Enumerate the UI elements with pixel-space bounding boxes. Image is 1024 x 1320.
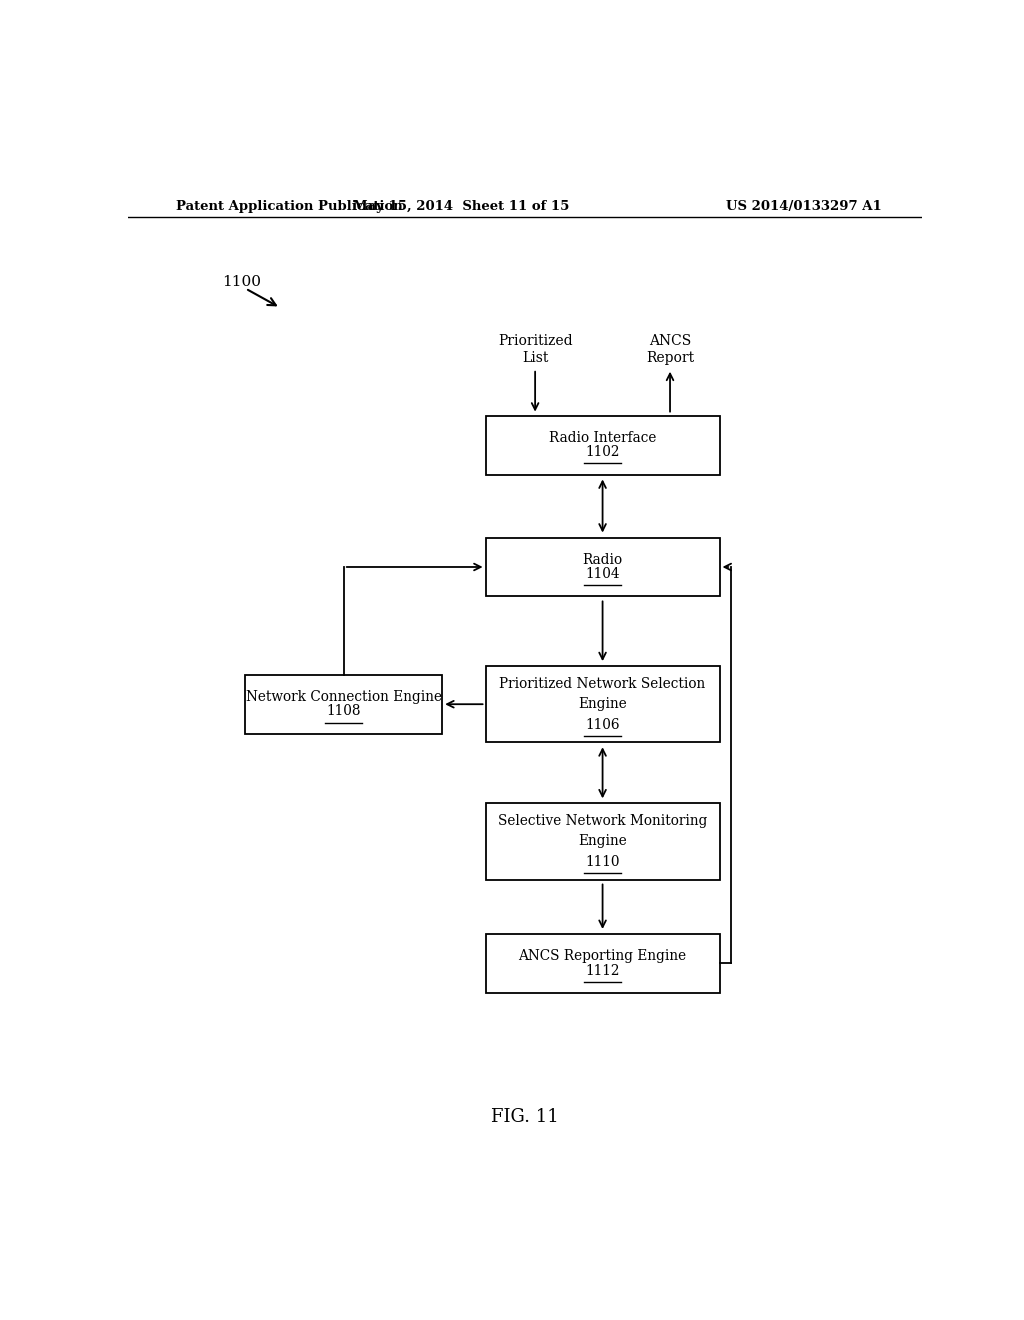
- Text: ANCS Reporting Engine: ANCS Reporting Engine: [518, 949, 687, 964]
- Text: ANCS
Report: ANCS Report: [646, 334, 694, 364]
- Text: Patent Application Publication: Patent Application Publication: [176, 199, 402, 213]
- Text: 1100: 1100: [221, 276, 261, 289]
- Bar: [485, 667, 720, 742]
- Text: Radio Interface: Radio Interface: [549, 430, 656, 445]
- Bar: [485, 804, 720, 879]
- Text: FIG. 11: FIG. 11: [490, 1107, 559, 1126]
- Text: Engine: Engine: [579, 697, 627, 711]
- Bar: [485, 416, 720, 474]
- Text: Engine: Engine: [579, 834, 627, 849]
- Bar: [246, 675, 442, 734]
- Text: Prioritized Network Selection: Prioritized Network Selection: [500, 677, 706, 690]
- Text: Selective Network Monitoring: Selective Network Monitoring: [498, 814, 708, 828]
- Text: 1108: 1108: [327, 705, 361, 718]
- Text: May 15, 2014  Sheet 11 of 15: May 15, 2014 Sheet 11 of 15: [353, 199, 569, 213]
- Text: 1110: 1110: [586, 855, 620, 869]
- Text: Prioritized
List: Prioritized List: [498, 334, 572, 364]
- Text: Radio: Radio: [583, 553, 623, 566]
- Text: 1104: 1104: [586, 568, 620, 581]
- Text: US 2014/0133297 A1: US 2014/0133297 A1: [726, 199, 882, 213]
- Text: Network Connection Engine: Network Connection Engine: [246, 690, 442, 704]
- Text: 1102: 1102: [586, 445, 620, 459]
- Bar: [485, 537, 720, 597]
- Bar: [485, 935, 720, 993]
- Text: 1112: 1112: [586, 964, 620, 978]
- Text: 1106: 1106: [586, 718, 620, 731]
